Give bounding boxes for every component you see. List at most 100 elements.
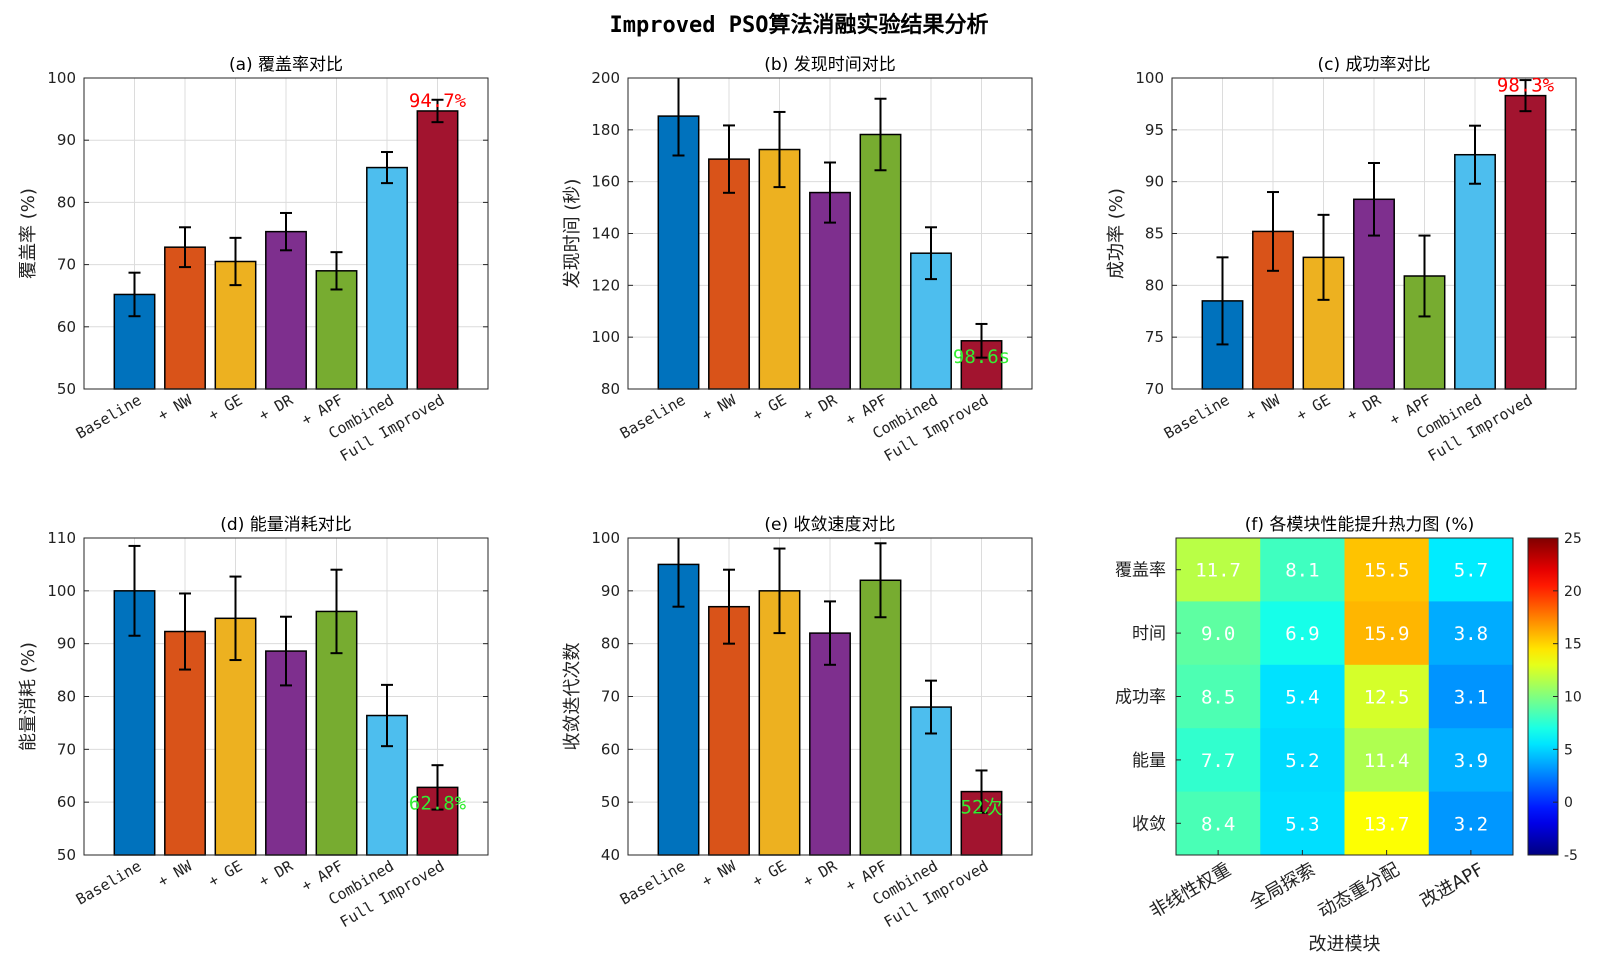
x-tick-label: + DR — [800, 856, 841, 890]
heatmap-cell — [1176, 664, 1261, 729]
y-tick-label: 60 — [601, 740, 620, 758]
value-annotation: 52次 — [961, 797, 1003, 819]
heatmap-row-label: 能量 — [1132, 751, 1166, 771]
bar — [657, 563, 700, 856]
y-tick-label: 110 — [47, 529, 76, 547]
y-tick-label: 90 — [57, 131, 76, 149]
y-tick-label: 50 — [57, 846, 76, 864]
heatmap-column-label: 全局探索 — [1246, 859, 1319, 913]
heatmap-column-label: 非线性权重 — [1146, 859, 1234, 922]
y-tick-label: 80 — [57, 193, 76, 211]
bar — [758, 148, 801, 390]
heatmap-cell-label: 5.3 — [1285, 813, 1319, 835]
x-tick-label: Baseline — [1161, 391, 1233, 443]
x-tick-label: Baseline — [73, 857, 145, 909]
y-tick-label: 160 — [591, 173, 620, 191]
colorbar-tick-label: 0 — [1564, 795, 1573, 811]
bar — [708, 158, 750, 390]
y-tick-label: 50 — [57, 380, 76, 398]
y-tick-label: 80 — [601, 380, 620, 398]
bar — [1252, 230, 1294, 390]
panel-title: (b) 发现时间对比 — [764, 55, 895, 75]
bar — [708, 605, 750, 856]
heatmap-cell — [1344, 728, 1430, 793]
x-tick-label: + DR — [800, 390, 841, 424]
heatmap-cell-label: 15.5 — [1364, 560, 1410, 582]
y-axis-label: 收敛迭代次数 — [562, 643, 583, 751]
colorbar-tick-label: 5 — [1564, 742, 1573, 758]
bar — [859, 133, 902, 390]
y-axis-label: 能量消耗 (%) — [18, 642, 39, 751]
heatmap-cell — [1344, 791, 1430, 856]
x-tick-label: + GE — [749, 857, 789, 891]
y-tick-label: 80 — [601, 635, 620, 653]
figure-title: Improved PSO算法消融实验结果分析 — [610, 12, 989, 38]
y-tick-label: 140 — [591, 225, 620, 243]
bar — [1504, 94, 1547, 390]
value-annotation: 98.3% — [1497, 75, 1555, 97]
x-tick-label: + GE — [749, 391, 789, 425]
x-tick-label: + NW — [155, 856, 196, 890]
value-annotation: 62.8% — [409, 792, 467, 814]
y-tick-label: 70 — [57, 740, 76, 758]
y-tick-label: 80 — [1145, 276, 1164, 294]
bar — [366, 166, 408, 390]
y-tick-label: 90 — [57, 635, 76, 653]
heatmap-column-label: 动态重分配 — [1315, 859, 1403, 922]
heatmap-cell-label: 11.7 — [1195, 560, 1241, 582]
heatmap-cell-label: 5.2 — [1285, 750, 1319, 772]
y-tick-label: 85 — [1145, 225, 1164, 243]
colorbar-tick-label: 15 — [1564, 637, 1582, 653]
colorbar-tick-label: 10 — [1564, 690, 1582, 706]
y-tick-label: 90 — [601, 582, 620, 600]
x-tick-label: + DR — [256, 856, 297, 890]
x-tick-label: + NW — [1243, 390, 1284, 424]
y-axis-label: 覆盖率 (%) — [18, 188, 39, 279]
x-tick-label: + GE — [205, 857, 245, 891]
bar — [809, 191, 851, 390]
y-axis-label: 成功率 (%) — [1106, 188, 1127, 279]
heatmap-cell-label: 3.9 — [1454, 750, 1488, 772]
x-tick-label: + DR — [1344, 390, 1385, 424]
panel-title: (f) 各模块性能提升热力图 (%) — [1245, 515, 1474, 535]
y-tick-label: 40 — [601, 846, 620, 864]
heatmap-cell — [1428, 664, 1514, 729]
value-annotation: 98.6s — [953, 346, 1010, 368]
x-tick-label: Baseline — [617, 391, 689, 443]
heatmap-cell-label: 8.1 — [1285, 560, 1319, 582]
heatmap-cell-label: 8.4 — [1201, 813, 1235, 835]
heatmap-cell-label: 5.7 — [1454, 560, 1488, 582]
x-tick-label: + NW — [699, 390, 740, 424]
heatmap-column-label: 改进APF — [1417, 859, 1488, 912]
heatmap-cell — [1260, 728, 1345, 793]
value-annotation: 94.7% — [409, 90, 467, 112]
heatmap-cell — [1260, 664, 1345, 729]
y-tick-label: 100 — [47, 582, 76, 600]
bar — [265, 230, 307, 390]
y-tick-label: 70 — [57, 256, 76, 274]
bar — [416, 110, 459, 390]
heatmap-cell — [1260, 791, 1345, 856]
bar — [859, 579, 902, 856]
y-tick-label: 70 — [1145, 380, 1164, 398]
bar — [164, 246, 206, 390]
colorbar-tick-label: 25 — [1564, 531, 1582, 547]
y-tick-label: 100 — [591, 529, 620, 547]
heatmap-cell — [1176, 601, 1261, 666]
heatmap-cell-label: 12.5 — [1364, 687, 1410, 709]
heatmap-cell — [1428, 791, 1514, 856]
heatmap-cell — [1344, 538, 1430, 602]
heatmap-row-label: 时间 — [1132, 624, 1166, 644]
y-tick-label: 70 — [601, 688, 620, 706]
chart-b: 80 100 120 140 160 180 200 Baseline + NW + GE + DR… — [562, 55, 1033, 465]
chart-f: 11.7 8.1 15.5 5.7 9.0 6.9 15.9 3.8 8.5 5.4 12.5 3.1… — [1115, 515, 1582, 955]
x-tick-label: + NW — [155, 390, 196, 424]
bar — [809, 632, 851, 856]
panel-title: (e) 收敛速度对比 — [764, 515, 895, 535]
y-tick-label: 100 — [1135, 69, 1164, 87]
y-tick-label: 100 — [47, 69, 76, 87]
x-tick-label: Baseline — [617, 857, 689, 909]
bar — [657, 115, 700, 390]
